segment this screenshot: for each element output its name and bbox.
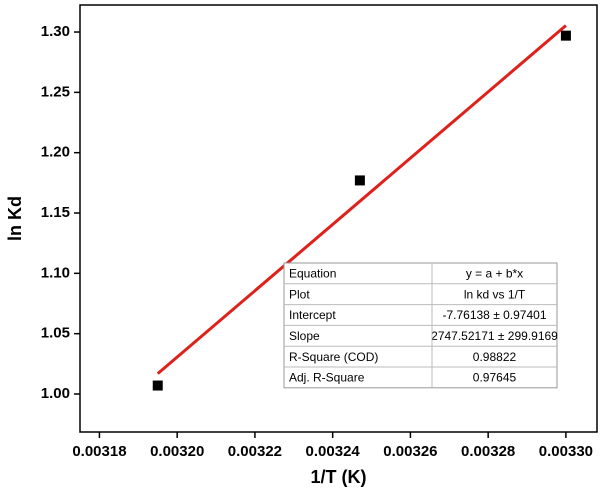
y-tick-label: 1.15: [41, 204, 70, 221]
x-tick-label: 0.00328: [461, 443, 515, 460]
y-tick-label: 1.05: [41, 325, 70, 342]
data-point: [354, 175, 365, 186]
data-point: [152, 380, 163, 391]
x-axis-label: 1/T (K): [311, 467, 367, 487]
x-tick-label: 0.00326: [383, 443, 437, 460]
table-cell: ln kd vs 1/T: [464, 287, 526, 301]
y-tick-label: 1.25: [41, 83, 70, 100]
x-tick-label: 0.00320: [150, 443, 204, 460]
fit-line: [156, 24, 567, 375]
y-tick-label: 1.20: [41, 144, 70, 161]
table-cell: -7.76138 ± 0.97401: [442, 308, 546, 322]
x-tick-label: 0.00318: [72, 443, 126, 460]
table-cell: R-Square (COD): [289, 350, 378, 364]
x-tick-label: 0.00330: [539, 443, 593, 460]
data-point: [560, 30, 571, 41]
y-tick-label: 1.00: [41, 385, 70, 402]
x-tick-label: 0.00322: [228, 443, 282, 460]
table-cell: Plot: [289, 287, 310, 301]
table-cell: Slope: [289, 329, 320, 343]
table-cell: 0.98822: [473, 350, 517, 364]
table-cell: Intercept: [289, 308, 336, 322]
y-tick-label: 1.30: [41, 23, 70, 40]
y-tick-label: 1.10: [41, 264, 70, 281]
table-cell: 0.97645: [473, 371, 517, 385]
x-tick-label: 0.00324: [306, 443, 361, 460]
table-cell: y = a + b*x: [466, 267, 523, 281]
table-cell: Adj. R-Square: [289, 371, 365, 385]
y-axis-label: ln Kd: [5, 196, 25, 241]
table-cell: Equation: [289, 267, 336, 281]
table-cell: 2747.52171 ± 299.9169: [431, 329, 558, 343]
plot-frame: [79, 4, 598, 433]
